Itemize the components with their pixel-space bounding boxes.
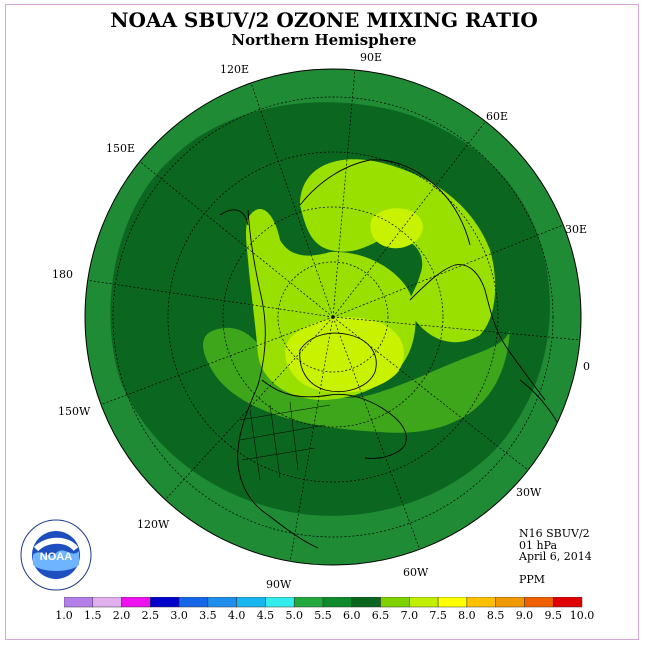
colorbar-swatch [236,597,266,608]
contour-6-0 [203,327,510,433]
colorbar-swatch [322,597,353,608]
colorbar-tick-label: 9.0 [515,609,534,622]
map-subtitle: Northern Hemisphere [231,31,417,49]
colorbar-tick-label: 2.5 [141,609,160,622]
lon-label-90w: 90W [266,578,292,591]
lon-label-30e: 30E [565,223,588,236]
colorbar-tick-label: 5.5 [314,609,332,622]
contour-6-5 [300,159,496,343]
lon-label-150e: 150E [106,142,136,155]
lon-label-60e: 60E [486,110,509,123]
lon-label-150w: 150W [58,405,91,418]
colorbar-swatch [121,597,151,608]
colorbar-swatch [495,597,525,608]
date-label: April 6, 2014 [519,550,592,563]
colorbar-tick-label: 5.0 [285,609,303,622]
colorbar-tick-label: 1.0 [55,609,73,622]
colorbar-tick-label: 10.0 [569,609,595,622]
colorbar-tick-label: 1.5 [84,609,102,622]
noaa-logo: NOAA [20,519,92,591]
lon-label-0: 0 [583,360,590,373]
colorbar-tick-label: 7.0 [400,609,419,622]
colorbar-tick-label: 4.0 [227,609,246,622]
colorbar-tick-label: 2.0 [112,609,131,622]
lon-label-30w: 30W [516,486,542,499]
colorbar-swatch [64,597,94,608]
colorbar-tick-label: 7.5 [429,609,447,622]
colorbar-swatch [380,597,410,608]
colorbar-tick-label: 6.0 [343,609,361,622]
colorbar-swatch [150,597,180,608]
colorbar-swatch [293,597,324,608]
colorbar-tick-label: 9.5 [544,609,562,622]
lon-label-60w: 60W [403,566,429,579]
colorbar [64,597,583,608]
map-title: NOAA SBUV/2 OZONE MIXING RATIO [110,8,538,32]
lon-label-90e: 90E [360,51,383,64]
colorbar-swatch [351,597,381,608]
colorbar-tick-label: 8.5 [486,609,505,622]
colorbar-swatch [409,597,439,608]
colorbar-swatch [524,597,554,608]
map-boundary [84,68,582,566]
lon-label-180: 180 [52,268,73,281]
colorbar-tick-label: 3.5 [199,609,217,622]
colorbar-swatch [437,597,468,608]
instrument-label: N16 SBUV/2 [519,527,590,540]
lon-label-120e: 120E [220,63,250,76]
colorbar-swatch [207,597,237,608]
pressure-level-label: 01 hPa [519,539,558,552]
colorbar-tick-label: 3.0 [170,609,188,622]
colorbar-tick-label: 4.5 [256,609,275,622]
lon-label-120w: 120W [137,518,170,531]
colorbar-tick-label: 6.5 [371,609,390,622]
colorbar-swatch [92,597,122,608]
colorbar-swatch [178,597,209,608]
colorbar-swatch [265,597,295,608]
units-label: PPM [519,573,546,586]
logo-text: NOAA [40,551,72,563]
figure-frame [5,4,639,640]
colorbar-swatch [552,597,583,608]
colorbar-tick-label: 8.0 [458,609,476,622]
colorbar-swatch [466,597,496,608]
